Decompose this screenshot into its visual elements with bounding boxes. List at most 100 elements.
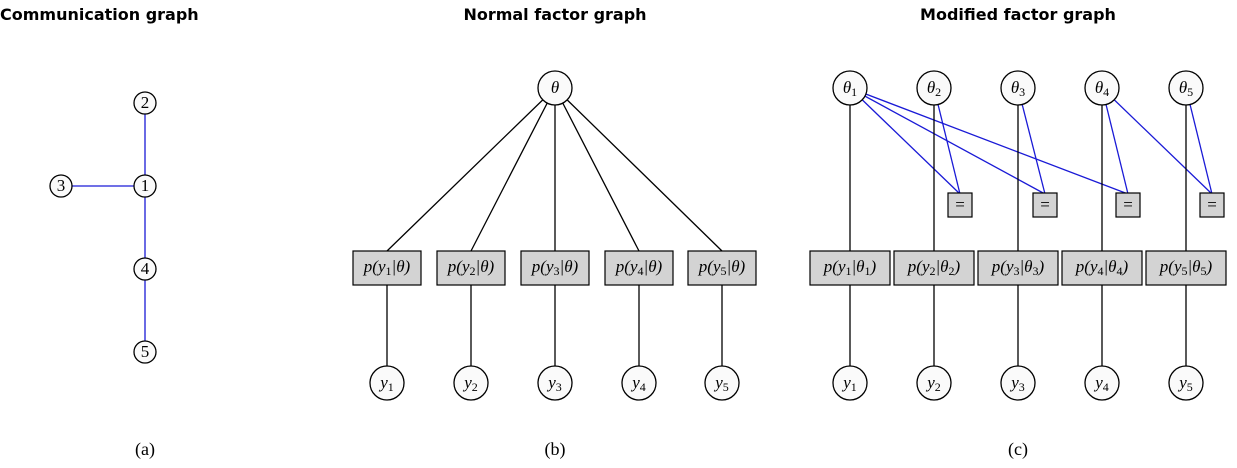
label-part: θ [1095, 78, 1103, 97]
label-part: |θ) [644, 257, 663, 276]
equality-label: = [1123, 195, 1133, 214]
node [133, 340, 157, 364]
edge [1185, 87, 1213, 195]
factor [809, 250, 891, 286]
node [369, 365, 405, 401]
label-part: θ [551, 78, 559, 97]
equality-factor [1032, 192, 1058, 218]
factor [1145, 250, 1227, 286]
panel-caption: (c) [1008, 439, 1028, 460]
label-part: ) [954, 257, 961, 276]
node [1000, 365, 1036, 401]
factor [520, 250, 590, 286]
factor-label: p(y5|θ5) [1159, 257, 1213, 278]
subscript: 2 [472, 380, 478, 394]
node [621, 365, 657, 401]
factor [352, 250, 422, 286]
label-part: y [1009, 373, 1019, 392]
node [832, 70, 868, 106]
label-part: 2 [141, 93, 150, 112]
node [453, 365, 489, 401]
label-part: 3 [57, 176, 66, 195]
subscript: 3 [556, 380, 562, 394]
label-part: p(y [447, 257, 470, 276]
edge [1101, 87, 1213, 195]
edge [1101, 87, 1129, 195]
label-part: |θ) [560, 257, 579, 276]
subscript: 5 [1201, 264, 1207, 278]
factor-label: p(y2|θ2) [907, 257, 961, 278]
label-part: p(y [698, 257, 721, 276]
label-part: y [925, 373, 935, 392]
edge [554, 87, 723, 252]
node [133, 91, 157, 115]
label-part: |θ) [392, 257, 411, 276]
node [1084, 70, 1120, 106]
label-part: ) [1122, 257, 1129, 276]
label-part: θ [1179, 78, 1187, 97]
node [133, 174, 157, 198]
subscript: 2 [949, 264, 955, 278]
edge [849, 87, 961, 195]
edge [386, 87, 556, 252]
node-label: θ [551, 78, 559, 97]
node-label: y5 [713, 373, 729, 394]
panel-caption: (b) [545, 439, 566, 460]
subscript: 3 [1019, 85, 1025, 99]
label-part: p(y [1075, 257, 1098, 276]
factor [893, 250, 975, 286]
node [1168, 70, 1204, 106]
node [49, 174, 73, 198]
subscript: 4 [1117, 264, 1123, 278]
label-part: y [1093, 373, 1103, 392]
factor-label: p(y3|θ3) [991, 257, 1045, 278]
label-part: p(y [991, 257, 1014, 276]
label-part: p(y [823, 257, 846, 276]
equality-factor [947, 192, 973, 218]
edge [1017, 87, 1046, 195]
edge [554, 87, 640, 252]
label-part: y [378, 373, 388, 392]
label-part: |θ) [727, 257, 746, 276]
subscript: 4 [1103, 380, 1109, 394]
label-part: ) [1206, 257, 1213, 276]
label-part: p(y [531, 257, 554, 276]
subscript: 1 [851, 85, 857, 99]
subscript: 1 [388, 380, 394, 394]
node [1000, 70, 1036, 106]
node-label: θ3 [1011, 78, 1025, 99]
node [832, 365, 868, 401]
edge [470, 87, 556, 252]
equality-label: = [955, 195, 965, 214]
node [916, 70, 952, 106]
node-label: 4 [141, 259, 150, 278]
label-part: |θ [1020, 257, 1033, 276]
node-label: y5 [1177, 373, 1193, 394]
node-label: 5 [141, 342, 150, 361]
factor [1061, 250, 1143, 286]
label-part: |θ) [476, 257, 495, 276]
node-label: y3 [546, 373, 562, 394]
node-label: 2 [141, 93, 150, 112]
panel-title: Modified factor graph [920, 5, 1116, 24]
label-part: |θ [1104, 257, 1117, 276]
label-part: y [713, 373, 723, 392]
label-part: 1 [141, 176, 150, 195]
factor-label: p(y4|θ4) [1075, 257, 1129, 278]
panel-title: Communication graph [0, 5, 199, 24]
label-part: θ [927, 78, 935, 97]
node [1168, 365, 1204, 401]
node [704, 365, 740, 401]
label-part: p(y [1159, 257, 1182, 276]
factor [436, 250, 506, 286]
node [1084, 365, 1120, 401]
node-label: 1 [141, 176, 150, 195]
label-part: |θ [936, 257, 949, 276]
label-part: p(y [615, 257, 638, 276]
node [133, 257, 157, 281]
edge [849, 87, 1046, 195]
subscript: 1 [851, 380, 857, 394]
subscript: 4 [640, 380, 646, 394]
subscript: 2 [470, 264, 476, 278]
